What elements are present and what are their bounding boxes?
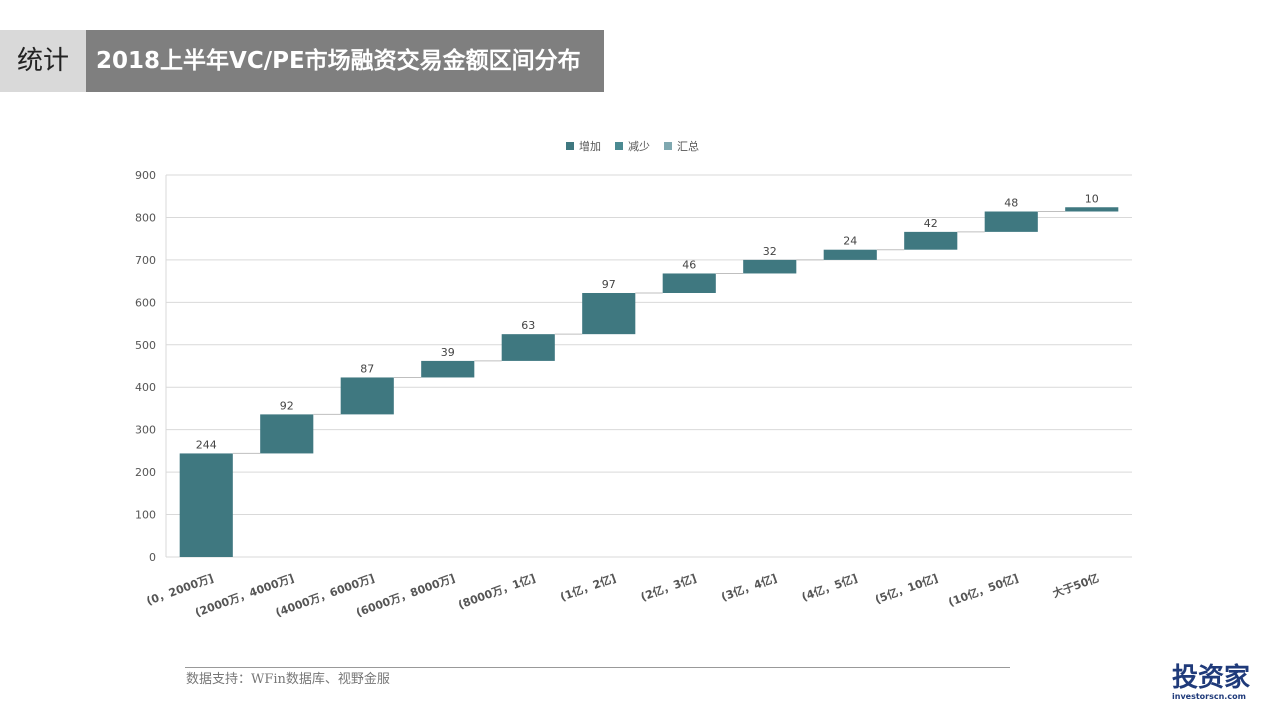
bar bbox=[662, 273, 716, 293]
x-tick-label: (10亿，50亿] bbox=[946, 571, 1020, 609]
y-tick-label: 900 bbox=[135, 169, 156, 182]
bar bbox=[984, 211, 1038, 232]
data-label: 92 bbox=[280, 399, 294, 412]
logo-sub: investorscn.com bbox=[1172, 692, 1246, 701]
header-title: 2018上半年VC/PE市场融资交易金额区间分布 bbox=[86, 30, 604, 92]
data-label: 32 bbox=[763, 245, 777, 258]
x-tick-label: (5亿，10亿] bbox=[873, 571, 940, 607]
source: 数据支持：WFin数据库、视野金服 bbox=[186, 672, 390, 687]
header-tag: 统计 bbox=[0, 30, 86, 92]
x-tick-label: (2亿，3亿] bbox=[639, 571, 699, 604]
legend-label: 减少 bbox=[628, 140, 650, 153]
data-label: 48 bbox=[1004, 197, 1018, 210]
x-tick-label: (4亿，5亿] bbox=[800, 571, 860, 604]
x-tick-label: (3亿，4亿] bbox=[719, 571, 779, 604]
data-label: 10 bbox=[1085, 192, 1099, 205]
legend-swatch bbox=[566, 142, 574, 150]
bar bbox=[340, 377, 394, 415]
data-label: 24 bbox=[843, 235, 857, 248]
bar bbox=[260, 414, 314, 454]
legend-label: 汇总 bbox=[677, 139, 699, 153]
bar bbox=[743, 259, 797, 274]
legend-swatch bbox=[615, 142, 623, 150]
y-tick-label: 400 bbox=[135, 381, 156, 394]
data-label: 97 bbox=[602, 278, 616, 291]
data-label: 87 bbox=[360, 362, 374, 375]
y-tick-label: 100 bbox=[135, 509, 156, 522]
legend-label: 增加 bbox=[579, 139, 601, 153]
y-tick-label: 700 bbox=[135, 254, 156, 267]
bar bbox=[179, 453, 233, 557]
bar bbox=[904, 231, 958, 250]
data-label: 39 bbox=[441, 346, 455, 359]
logo-text: 投资家 bbox=[1172, 663, 1251, 693]
data-label: 42 bbox=[924, 217, 938, 230]
bar bbox=[823, 249, 877, 260]
bar bbox=[501, 334, 555, 361]
x-tick-label: 大于50亿 bbox=[1051, 571, 1101, 601]
y-tick-label: 200 bbox=[135, 466, 156, 479]
y-tick-label: 500 bbox=[135, 339, 156, 352]
legend-swatch bbox=[664, 142, 672, 150]
x-tick-label: (8000万，1亿] bbox=[456, 571, 537, 612]
bar bbox=[582, 292, 636, 335]
y-tick-label: 0 bbox=[149, 551, 156, 564]
y-tick-label: 800 bbox=[135, 211, 156, 224]
data-label: 244 bbox=[196, 438, 217, 451]
logo: 投资家 investorscn.com bbox=[1172, 664, 1250, 701]
x-tick-label: (1亿，2亿] bbox=[558, 571, 618, 604]
y-tick-label: 600 bbox=[135, 296, 156, 309]
footer-rule bbox=[185, 667, 1010, 668]
data-label: 46 bbox=[682, 258, 696, 271]
bar bbox=[1065, 207, 1119, 212]
data-label: 63 bbox=[521, 319, 535, 332]
bar bbox=[421, 360, 475, 378]
y-tick-label: 300 bbox=[135, 424, 156, 437]
